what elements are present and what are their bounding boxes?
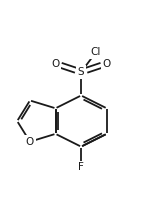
Text: Cl: Cl <box>91 47 101 57</box>
Text: F: F <box>78 162 84 172</box>
Text: S: S <box>78 67 84 77</box>
Text: O: O <box>103 59 111 68</box>
Text: O: O <box>26 137 34 147</box>
Text: O: O <box>51 59 60 68</box>
